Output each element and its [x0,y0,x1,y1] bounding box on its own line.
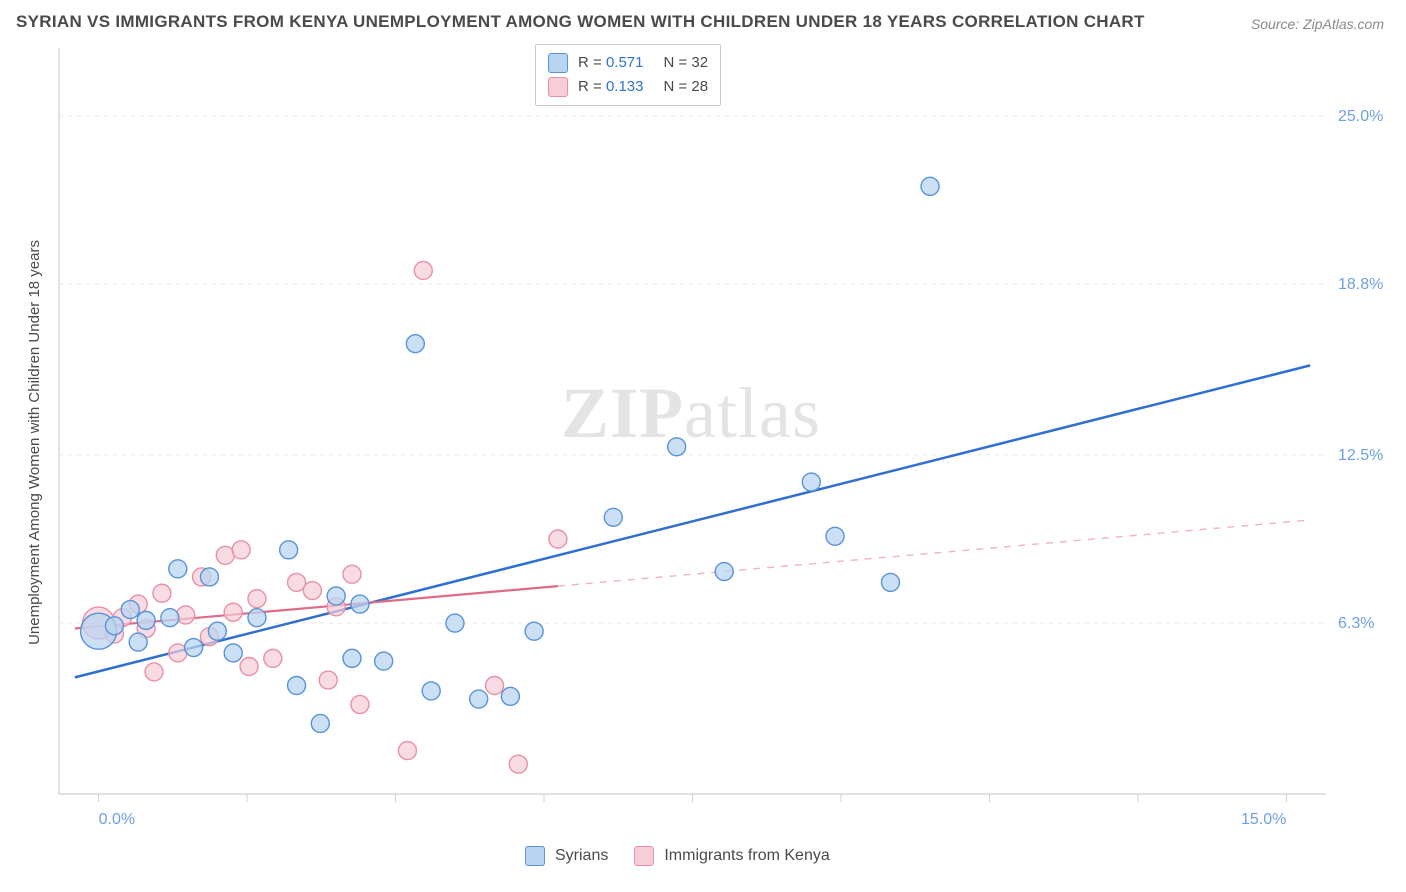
legend-correlation-row: R = 0.133 N = 28 [548,75,708,99]
scatter-plot: 6.3% 12.5% 18.8% 25.0% 0.0% 15.0% [55,42,1390,842]
r-label: R = 0.571 [578,51,643,75]
svg-text:25.0%: 25.0% [1338,108,1383,125]
legend-swatch [634,846,654,866]
svg-text:12.5%: 12.5% [1338,447,1383,464]
svg-text:6.3%: 6.3% [1338,615,1374,632]
r-label: R = 0.133 [578,75,643,99]
legend-swatch [548,53,568,73]
chart-title: SYRIAN VS IMMIGRANTS FROM KENYA UNEMPLOY… [16,12,1145,32]
y-axis-label: Unemployment Among Women with Children U… [26,240,43,645]
svg-text:0.0%: 0.0% [99,811,135,828]
legend-series-label: Syrians [555,847,608,865]
legend-correlation: R = 0.571 N = 32 R = 0.133 N = 28 [535,44,721,106]
svg-text:15.0%: 15.0% [1241,811,1286,828]
legend-swatch [548,77,568,97]
legend-swatch [525,846,545,866]
legend-series-label: Immigrants from Kenya [664,847,829,865]
source-label: Source: ZipAtlas.com [1251,16,1384,32]
legend-series: Syrians Immigrants from Kenya [525,846,846,866]
chart-area: 6.3%12.5%18.8%25.0%0.0%15.0% ZIPatlas R … [55,42,1390,842]
svg-text:18.8%: 18.8% [1338,276,1383,293]
n-label: N = 28 [663,75,708,99]
n-label: N = 32 [663,51,708,75]
legend-correlation-row: R = 0.571 N = 32 [548,51,708,75]
